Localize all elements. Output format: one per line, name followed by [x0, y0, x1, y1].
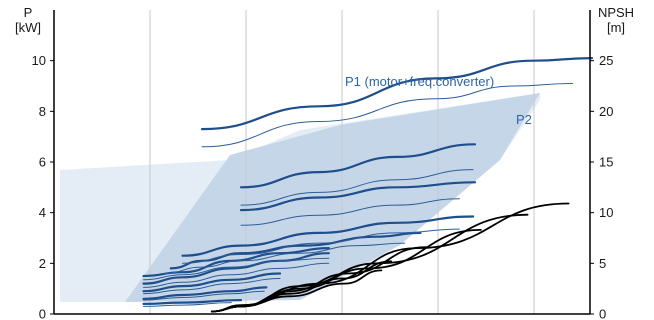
right-tick-label: 20 [599, 104, 613, 119]
p2-curve [240, 198, 460, 226]
left-tick-label: 6 [39, 155, 46, 170]
npsh-curve [210, 213, 529, 313]
p1-curve [239, 181, 477, 212]
right-tick-label: 25 [599, 53, 613, 68]
p1-curve [200, 57, 594, 131]
p2-curve [143, 257, 330, 281]
annotation-p2: P2 [516, 112, 532, 127]
left-tick-label: 10 [32, 53, 46, 68]
right-axis-title-line2: [m] [607, 20, 625, 35]
left-tick-label: 8 [39, 104, 46, 119]
p1-curve [239, 143, 477, 189]
p2-curve [240, 169, 474, 206]
right-tick-label: 5 [599, 256, 606, 271]
p2-curve [143, 262, 330, 288]
p2-curve [143, 290, 265, 301]
p1-curve [142, 252, 330, 285]
right-tick-label: 15 [599, 155, 613, 170]
right-tick-label: 10 [599, 205, 613, 220]
left-axis-title-line1: P [24, 5, 33, 20]
p1-curve [169, 231, 422, 270]
p1-curve [142, 299, 243, 305]
p2-curve [143, 278, 281, 295]
npsh-curve [210, 202, 570, 313]
p1-curve [142, 286, 268, 300]
p2-curve [162, 242, 406, 274]
left-tick-label: 0 [39, 307, 46, 320]
left-tick-label: 2 [39, 256, 46, 271]
p1-curve [142, 272, 282, 293]
left-tick-label: 4 [39, 205, 46, 220]
p2-curve [143, 302, 232, 307]
p2-curve [182, 228, 460, 264]
left-axis-title-line2: [kW] [15, 20, 41, 35]
right-axis-title-line1: NPSH [598, 5, 634, 20]
annotation-p1: P1 (motor+freq.converter) [345, 74, 494, 89]
p1-curve [181, 215, 475, 257]
p2-curve [201, 83, 573, 148]
right-tick-label: 0 [599, 307, 606, 320]
